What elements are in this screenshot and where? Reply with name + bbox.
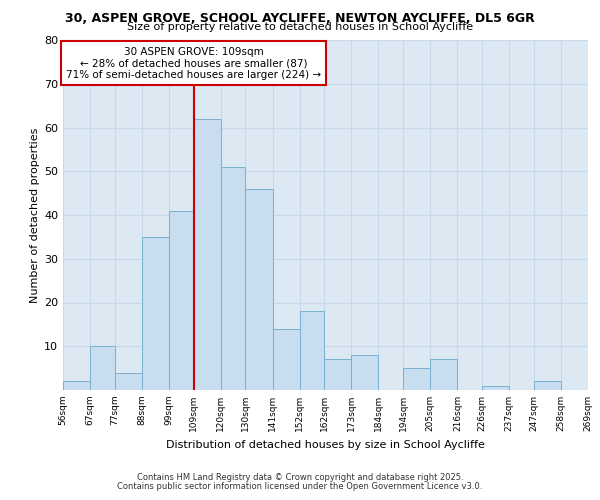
Text: 30, ASPEN GROVE, SCHOOL AYCLIFFE, NEWTON AYCLIFFE, DL5 6GR: 30, ASPEN GROVE, SCHOOL AYCLIFFE, NEWTON… bbox=[65, 12, 535, 26]
Bar bbox=[352, 355, 379, 390]
Bar bbox=[142, 237, 169, 390]
Text: Size of property relative to detached houses in School Aycliffe: Size of property relative to detached ho… bbox=[127, 22, 473, 32]
Bar bbox=[194, 119, 221, 390]
Bar bbox=[534, 381, 561, 390]
Bar bbox=[90, 346, 115, 390]
Bar bbox=[403, 368, 430, 390]
Text: 30 ASPEN GROVE: 109sqm
← 28% of detached houses are smaller (87)
71% of semi-det: 30 ASPEN GROVE: 109sqm ← 28% of detached… bbox=[66, 46, 321, 80]
Bar bbox=[299, 311, 324, 390]
Y-axis label: Number of detached properties: Number of detached properties bbox=[30, 128, 40, 302]
Bar bbox=[221, 167, 245, 390]
Bar bbox=[169, 210, 194, 390]
Bar bbox=[482, 386, 509, 390]
Bar bbox=[63, 381, 90, 390]
Bar bbox=[430, 360, 457, 390]
Bar bbox=[245, 188, 272, 390]
Text: Contains HM Land Registry data © Crown copyright and database right 2025.: Contains HM Land Registry data © Crown c… bbox=[137, 474, 463, 482]
X-axis label: Distribution of detached houses by size in School Aycliffe: Distribution of detached houses by size … bbox=[166, 440, 485, 450]
Bar bbox=[115, 372, 142, 390]
Bar bbox=[324, 360, 352, 390]
Text: Contains public sector information licensed under the Open Government Licence v3: Contains public sector information licen… bbox=[118, 482, 482, 491]
Bar bbox=[272, 329, 299, 390]
